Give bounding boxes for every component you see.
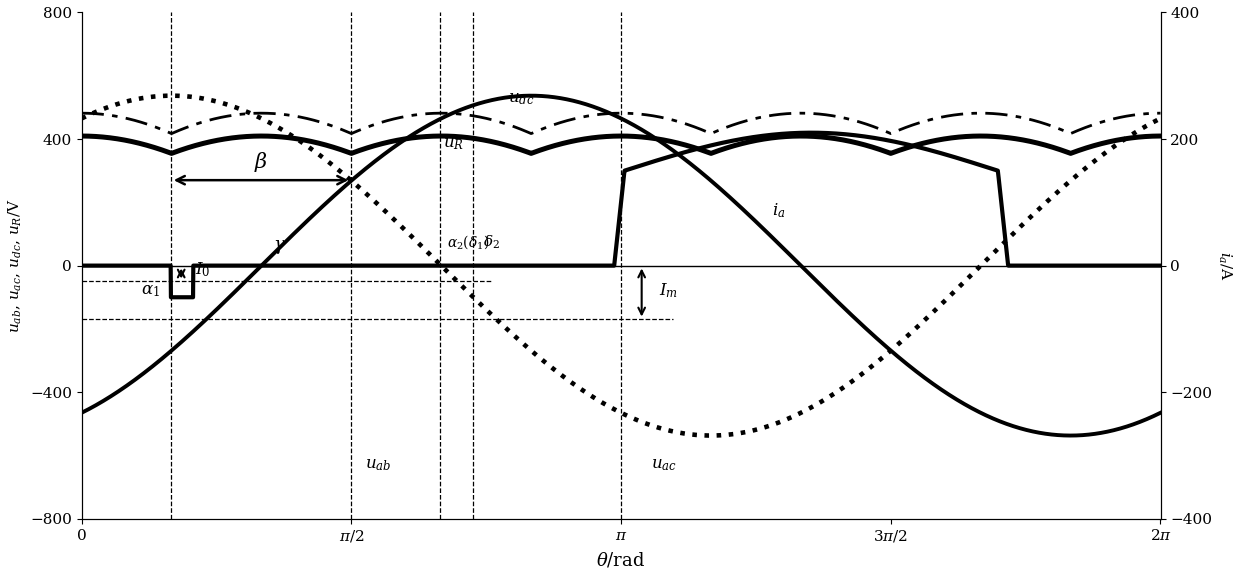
Text: $\gamma$: $\gamma$ <box>273 238 285 256</box>
Y-axis label: $i_a$/A: $i_a$/A <box>1215 251 1233 281</box>
Text: $u_{ab}$: $u_{ab}$ <box>365 456 392 473</box>
X-axis label: $\theta$/rad: $\theta$/rad <box>596 550 646 569</box>
Text: $\beta$: $\beta$ <box>254 150 268 173</box>
Text: $u_{ac}$: $u_{ac}$ <box>651 456 677 473</box>
Text: $I_m$: $I_m$ <box>658 281 678 300</box>
Text: $I_0$: $I_0$ <box>195 260 211 279</box>
Text: $u_R$: $u_R$ <box>443 135 464 151</box>
Text: $\alpha_1$: $\alpha_1$ <box>141 282 160 299</box>
Text: $\alpha_2(\delta_1)$: $\alpha_2(\delta_1)$ <box>448 233 490 251</box>
Text: $i_a$: $i_a$ <box>773 201 786 219</box>
Text: $\delta_2$: $\delta_2$ <box>484 234 501 251</box>
Text: $u_{dc}$: $u_{dc}$ <box>507 90 534 107</box>
Y-axis label: $u_{ab}$, $u_{ac}$, $u_{dc}$, $u_R$/V: $u_{ab}$, $u_{ac}$, $u_{dc}$, $u_R$/V <box>7 198 25 333</box>
